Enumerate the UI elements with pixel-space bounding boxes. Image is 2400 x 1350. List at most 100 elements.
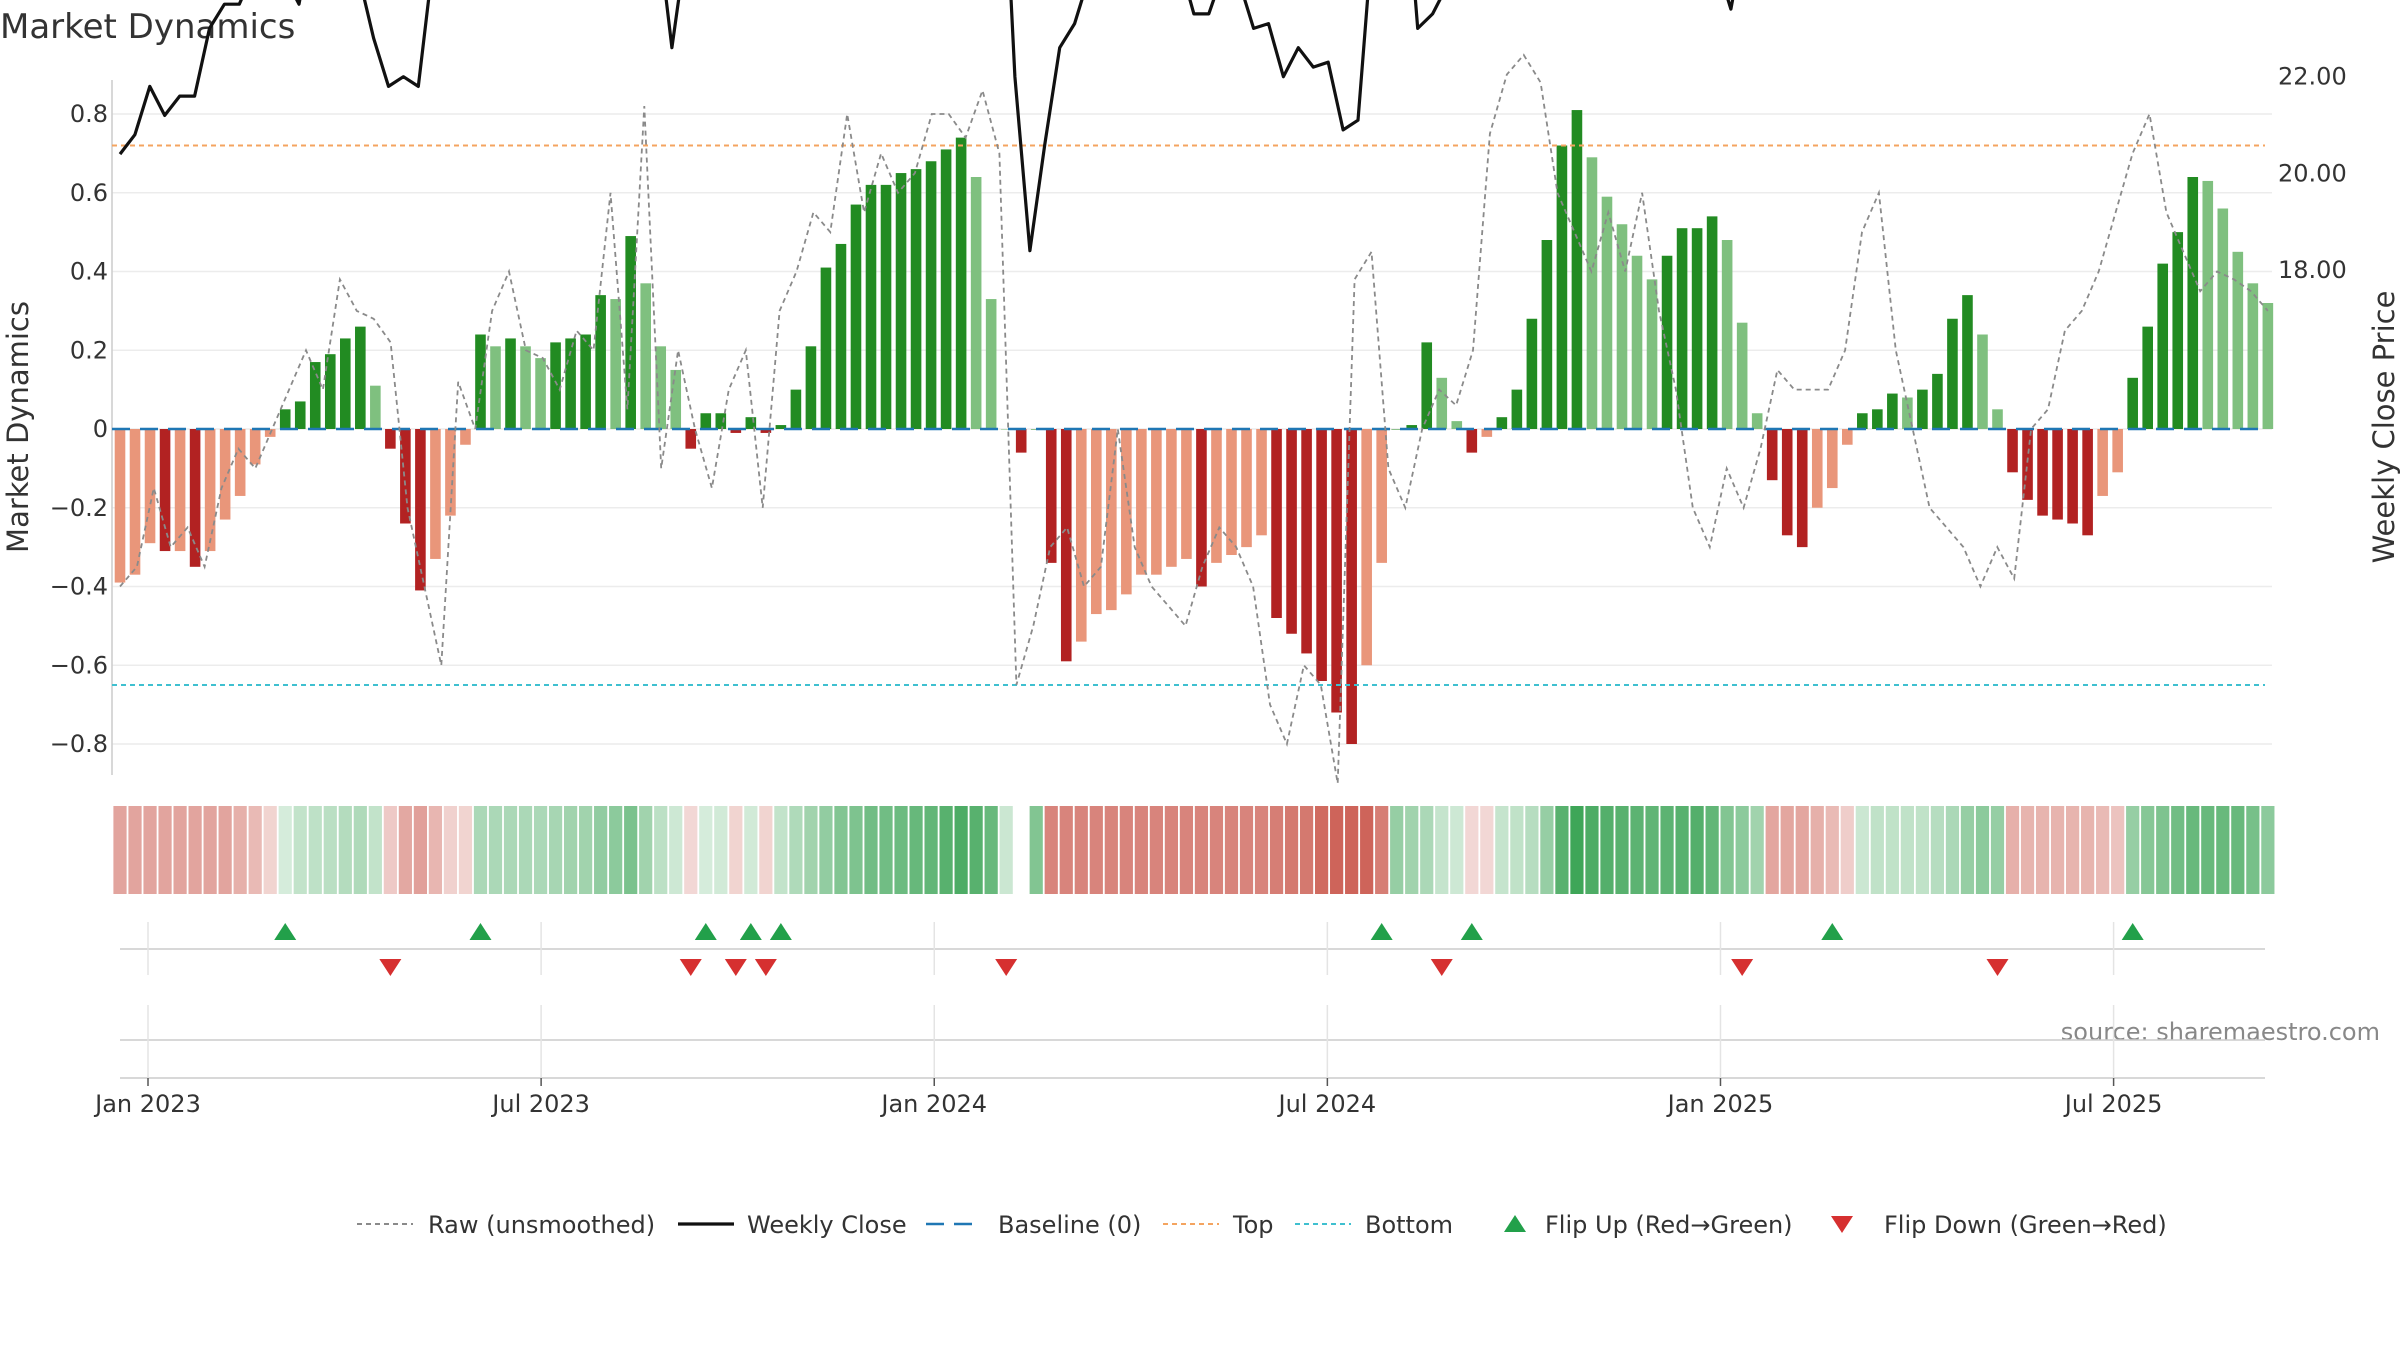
strip-cell bbox=[954, 806, 968, 894]
bar bbox=[114, 429, 126, 583]
strip-cell bbox=[1525, 806, 1539, 894]
strip-cell bbox=[428, 806, 443, 894]
bar bbox=[1511, 389, 1523, 429]
strip-cell bbox=[218, 806, 232, 894]
bar bbox=[745, 417, 757, 429]
strip-cell bbox=[2261, 806, 2275, 894]
bar bbox=[1045, 429, 1057, 563]
bar bbox=[2022, 429, 2033, 500]
strip-cell bbox=[1315, 806, 1329, 894]
bar bbox=[1706, 216, 1718, 429]
strip-cell bbox=[443, 806, 458, 894]
y-tick-label: −0.8 bbox=[50, 730, 108, 758]
bar bbox=[550, 342, 561, 429]
bar bbox=[2142, 326, 2153, 429]
bar bbox=[1226, 429, 1237, 555]
bar bbox=[475, 334, 486, 429]
bar bbox=[1466, 429, 1478, 453]
strip-cell bbox=[1735, 806, 1749, 894]
strip-cell bbox=[2171, 806, 2185, 894]
bar bbox=[1376, 429, 1387, 563]
strip-cell bbox=[1870, 806, 1884, 894]
strip-cell bbox=[2111, 806, 2125, 894]
bar bbox=[1331, 429, 1342, 713]
bar bbox=[730, 429, 742, 433]
x-tick-label: Jan 2025 bbox=[1666, 1090, 1774, 1118]
bar bbox=[1481, 429, 1493, 437]
bar bbox=[1766, 429, 1778, 481]
legend-swatch-flip-up bbox=[1504, 1215, 1526, 1232]
bar bbox=[1586, 157, 1598, 429]
y-tick-label: 0.4 bbox=[70, 258, 108, 286]
y-tick-label: 0 bbox=[93, 415, 108, 443]
bar bbox=[640, 283, 651, 429]
strip-cell bbox=[1074, 806, 1088, 894]
strip-cell bbox=[278, 806, 292, 894]
bar bbox=[445, 429, 456, 516]
strip-cell bbox=[1810, 806, 1824, 894]
legend-label: Bottom bbox=[1365, 1211, 1453, 1239]
strip-cell bbox=[2231, 806, 2245, 894]
strip-cell bbox=[1615, 806, 1629, 894]
strip-cell bbox=[2156, 806, 2170, 894]
legend-label: Baseline (0) bbox=[998, 1211, 1141, 1239]
bar bbox=[1676, 228, 1688, 429]
flip-down-marker bbox=[724, 959, 747, 976]
strip-cell bbox=[203, 806, 217, 894]
strip-cell bbox=[759, 806, 773, 894]
strip-cell bbox=[323, 806, 337, 894]
weekly-close-line bbox=[118, 0, 1735, 253]
bar bbox=[1136, 429, 1147, 575]
strip-cell bbox=[1855, 806, 1869, 894]
bar bbox=[249, 429, 261, 465]
bar bbox=[1601, 196, 1613, 429]
bar bbox=[850, 204, 862, 429]
y2-tick-label: 20.00 bbox=[2278, 159, 2347, 187]
strip-cell bbox=[473, 806, 488, 894]
bar bbox=[1857, 413, 1868, 429]
strip-cell bbox=[1029, 806, 1043, 894]
bar bbox=[430, 429, 441, 559]
legend: Raw (unsmoothed) Weekly Close Baseline (0)… bbox=[357, 1211, 2167, 1239]
bar bbox=[1000, 429, 1012, 430]
bar bbox=[880, 184, 892, 429]
bar bbox=[1616, 224, 1628, 429]
bar bbox=[775, 425, 787, 429]
strip-cell bbox=[1194, 806, 1209, 894]
bar bbox=[1196, 429, 1207, 587]
bar bbox=[370, 385, 381, 429]
bar bbox=[1887, 393, 1898, 429]
bar bbox=[460, 429, 471, 445]
strip-cell bbox=[398, 806, 412, 894]
bar bbox=[1721, 240, 1733, 429]
strip-cell bbox=[1540, 806, 1554, 894]
strip-cell bbox=[1945, 806, 1960, 894]
bar bbox=[294, 401, 306, 429]
bar bbox=[805, 346, 817, 429]
strip-cell bbox=[1465, 806, 1479, 894]
bar bbox=[1556, 145, 1568, 429]
bar bbox=[340, 338, 351, 429]
strip-cell bbox=[128, 806, 142, 894]
bar bbox=[2172, 232, 2184, 429]
line-series bbox=[112, 0, 2269, 784]
bar bbox=[1646, 279, 1658, 429]
strip-cell bbox=[1134, 806, 1148, 894]
bar bbox=[910, 169, 922, 429]
strip-cell bbox=[1690, 806, 1704, 894]
strip-cell bbox=[308, 806, 322, 894]
strip-cell bbox=[1420, 806, 1434, 894]
strip-cell bbox=[533, 806, 548, 894]
strip-cell bbox=[2096, 806, 2110, 894]
strip-cell bbox=[173, 806, 187, 894]
strip-cell bbox=[338, 806, 352, 894]
strip-cell bbox=[1840, 806, 1854, 894]
bar bbox=[1421, 342, 1433, 429]
flip-down-marker bbox=[1731, 959, 1754, 976]
bar bbox=[1256, 429, 1267, 536]
strip-cell bbox=[1765, 806, 1779, 894]
strip-cell bbox=[2035, 806, 2050, 894]
bar bbox=[1736, 322, 1748, 429]
strip-cell bbox=[1104, 806, 1118, 894]
flip-up-marker bbox=[1460, 923, 1483, 940]
